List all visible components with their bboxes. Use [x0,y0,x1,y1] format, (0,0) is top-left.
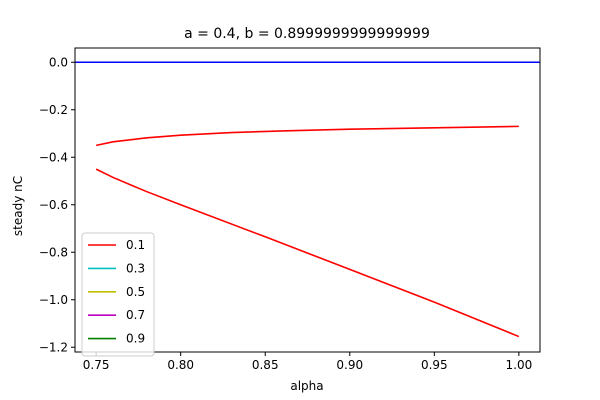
y-tick-label: −0.8 [39,245,68,259]
x-tick-label: 0.85 [252,358,279,372]
x-tick-label: 1.00 [506,358,533,372]
y-axis-label: steady nC [11,176,25,236]
series-line-0 [95,125,519,147]
legend-label: 0.5 [126,285,145,299]
x-axis-label: alpha [290,379,323,393]
x-tick-label: 0.80 [167,358,194,372]
legend-label: 0.7 [126,308,145,322]
y-axis-ticks: 0.0 −0.2 −0.4 −0.6 −0.8 −1.0 −1.2 [39,55,75,354]
y-tick-label: −0.2 [39,103,68,117]
y-tick-label: −1.2 [39,340,68,354]
legend-label: 0.3 [126,261,145,275]
y-tick-label: −1.0 [39,293,68,307]
x-tick-label: 0.75 [83,358,110,372]
legend-label: 0.1 [126,238,145,252]
x-tick-label: 0.90 [336,358,363,372]
legend: 0.1 0.3 0.5 0.7 0.9 [81,232,155,357]
y-tick-label: −0.6 [39,198,68,212]
legend-box [81,232,155,357]
chart-title: a = 0.4, b = 0.8999999999999999 [184,26,430,42]
series-layer [75,61,540,338]
series-line-1 [95,168,520,338]
y-tick-label: −0.4 [39,150,68,164]
x-tick-label: 0.95 [421,358,448,372]
legend-label: 0.9 [126,332,145,346]
y-tick-label: 0.0 [49,55,68,69]
plot-frame [74,47,541,353]
x-axis-ticks: 0.75 0.80 0.85 0.90 0.95 1.00 [83,352,532,372]
